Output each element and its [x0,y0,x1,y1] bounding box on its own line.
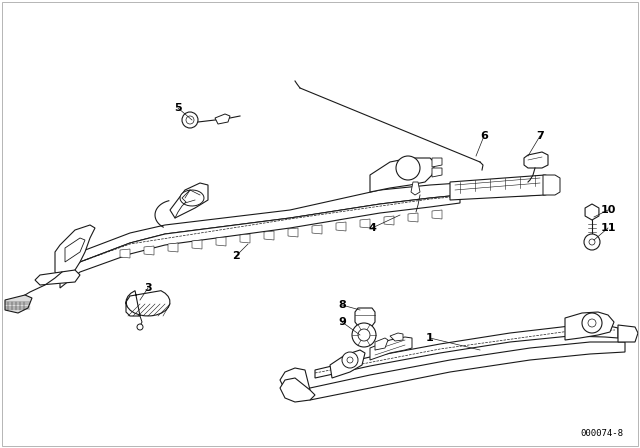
Polygon shape [65,238,85,262]
Polygon shape [170,183,208,218]
Text: 11: 11 [600,223,616,233]
Polygon shape [126,291,170,316]
Polygon shape [120,249,130,258]
Text: 4: 4 [368,223,376,233]
Polygon shape [360,219,370,228]
Circle shape [584,234,600,250]
Polygon shape [355,308,375,326]
Polygon shape [60,195,460,288]
Circle shape [358,329,370,341]
Text: 6: 6 [480,131,488,141]
Polygon shape [280,378,315,402]
Circle shape [589,239,595,245]
Circle shape [182,112,198,128]
Text: 8: 8 [338,300,346,310]
Polygon shape [280,368,310,395]
Polygon shape [432,158,442,167]
Text: 10: 10 [600,205,616,215]
Text: 9: 9 [338,317,346,327]
Polygon shape [384,216,394,225]
Circle shape [352,323,376,347]
Polygon shape [432,168,442,177]
Polygon shape [192,240,202,249]
Polygon shape [144,246,154,255]
Circle shape [186,116,194,124]
Polygon shape [240,234,250,243]
Polygon shape [60,182,540,278]
Text: 3: 3 [144,283,152,293]
Polygon shape [411,182,420,195]
Polygon shape [370,158,435,192]
Polygon shape [618,325,638,342]
Polygon shape [315,325,618,378]
Circle shape [342,352,358,368]
Polygon shape [215,114,230,124]
Circle shape [588,319,596,327]
Polygon shape [524,152,548,168]
Polygon shape [585,204,599,220]
Polygon shape [370,337,412,360]
Polygon shape [305,342,625,400]
Polygon shape [336,222,346,231]
Text: 5: 5 [174,103,182,113]
Polygon shape [450,175,555,200]
Circle shape [347,357,353,363]
Polygon shape [35,270,80,285]
Polygon shape [543,175,560,195]
Circle shape [582,313,602,333]
Polygon shape [375,338,388,350]
Polygon shape [216,237,226,246]
Polygon shape [390,333,403,341]
Polygon shape [330,350,365,378]
Polygon shape [168,243,178,252]
Polygon shape [288,228,298,237]
Polygon shape [408,213,418,222]
Circle shape [396,156,420,180]
Polygon shape [264,231,274,240]
Text: 1: 1 [426,333,434,343]
Polygon shape [432,210,442,219]
Polygon shape [55,225,95,278]
Polygon shape [5,295,32,313]
Polygon shape [312,225,322,234]
Text: 000074-8: 000074-8 [580,430,623,439]
Text: 7: 7 [536,131,544,141]
Text: 2: 2 [232,251,240,261]
Circle shape [137,324,143,330]
Polygon shape [565,312,614,340]
Polygon shape [180,190,204,206]
